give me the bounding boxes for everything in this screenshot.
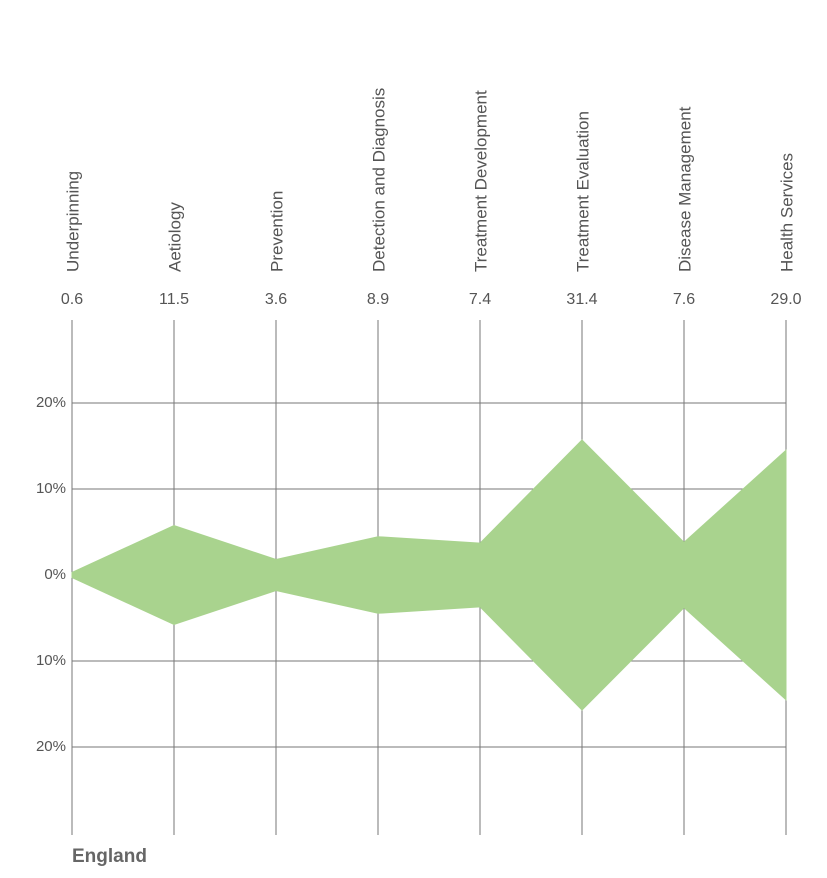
y-tick-label: 10% — [36, 480, 66, 497]
value-label: 8.9 — [367, 291, 389, 308]
category-label: Underpinning — [63, 171, 82, 272]
value-label: 31.4 — [566, 291, 597, 308]
category-label: Health Services — [777, 153, 796, 272]
category-label: Aetiology — [165, 202, 184, 272]
area-upper — [71, 439, 787, 576]
category-label: Disease Management — [675, 106, 694, 272]
value-label: 0.6 — [61, 291, 83, 308]
value-label: 3.6 — [265, 291, 287, 308]
category-label: Treatment Development — [471, 90, 490, 272]
y-tick-label: 10% — [36, 652, 66, 669]
category-label: Treatment Evaluation — [573, 111, 592, 272]
y-tick-label: 0% — [44, 566, 66, 583]
category-label: Prevention — [267, 191, 286, 272]
area-lower — [71, 574, 787, 711]
y-tick-label: 20% — [36, 394, 66, 411]
value-label: 29.0 — [770, 291, 801, 308]
value-label: 7.6 — [673, 291, 695, 308]
value-label: 11.5 — [159, 291, 189, 308]
chart-label: England — [72, 846, 147, 867]
category-label: Detection and Diagnosis — [369, 88, 388, 272]
y-tick-label: 20% — [36, 738, 66, 755]
value-label: 7.4 — [469, 291, 491, 308]
